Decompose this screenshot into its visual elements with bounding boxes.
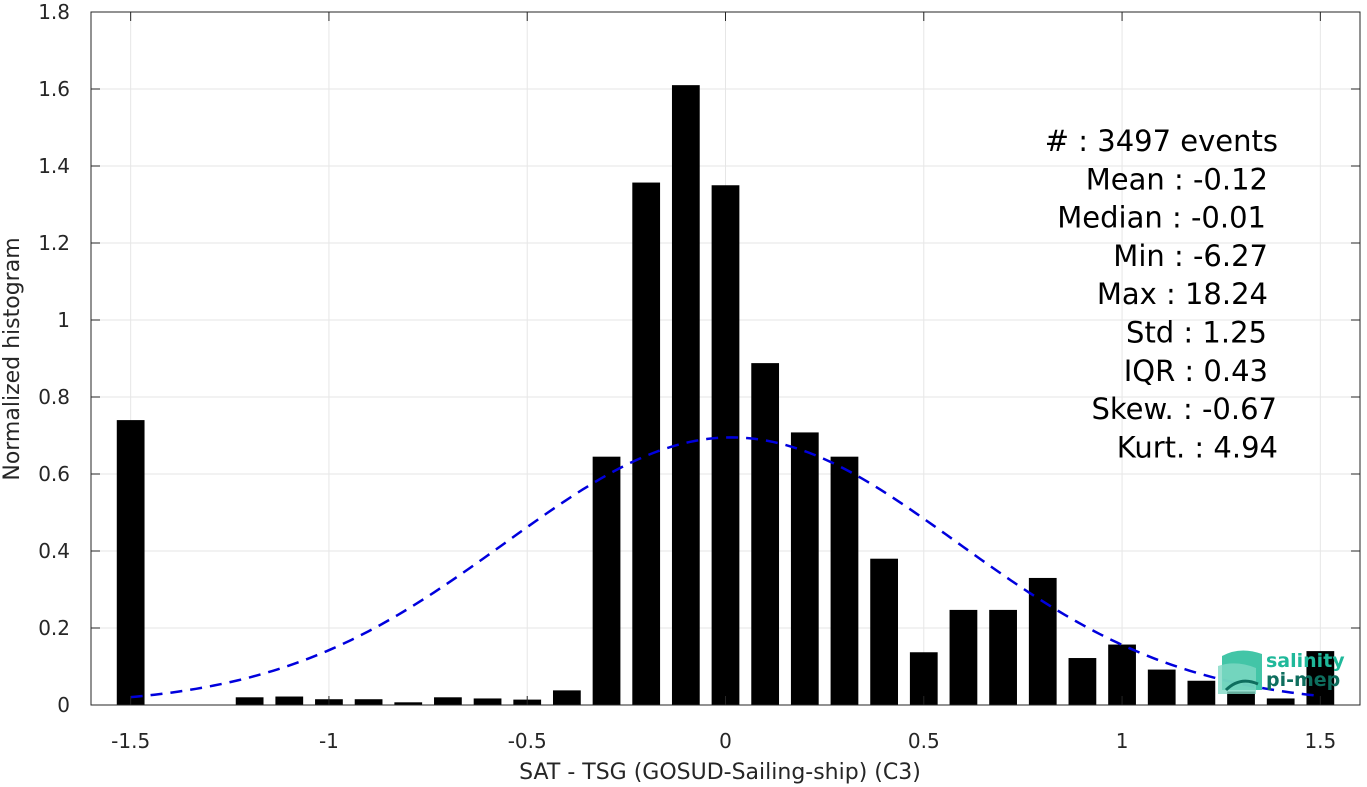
x-tick-label: -1.5 xyxy=(111,729,150,753)
y-tick-label: 0.8 xyxy=(38,385,70,409)
histogram-bar xyxy=(949,609,978,705)
x-tick-label: -0.5 xyxy=(508,729,547,753)
logo-text-salinity: salinity xyxy=(1266,650,1345,672)
histogram-bar xyxy=(711,185,740,705)
stat-line: Skew. : -0.67 xyxy=(1091,392,1277,426)
histogram-bar xyxy=(275,696,304,705)
histogram-bar xyxy=(473,698,502,705)
gaussian-fit xyxy=(130,436,1321,699)
logo-text-pimep: pi-mep xyxy=(1266,669,1340,691)
stat-line: Kurt. : 4.94 xyxy=(1117,430,1278,464)
y-tick-label: 0 xyxy=(57,693,70,717)
x-tick-label: 1 xyxy=(1116,729,1129,753)
logo-waves-icon xyxy=(1218,650,1262,694)
histogram-bar xyxy=(1227,691,1255,705)
histogram-bar xyxy=(989,609,1017,705)
y-tick-label: 0.4 xyxy=(38,539,70,563)
stat-line: # : 3497 events xyxy=(1045,124,1278,158)
histogram-bar xyxy=(870,558,899,705)
histogram-bar xyxy=(354,699,383,705)
histogram-bars xyxy=(116,85,1335,705)
histogram-bar xyxy=(1068,658,1097,705)
y-axis-label: Normalized histogram xyxy=(0,237,25,480)
histogram-bar xyxy=(830,456,859,705)
histogram-bar xyxy=(632,182,661,705)
histogram-bar xyxy=(116,420,145,705)
y-tick-label: 1 xyxy=(57,308,70,332)
axes xyxy=(90,11,1361,706)
stat-line: Median : -0.01 xyxy=(1057,201,1266,235)
histogram-bar xyxy=(235,697,264,705)
salinity-pi-mep-logo: salinity pi-mep xyxy=(1218,650,1345,694)
histogram-bar xyxy=(1266,698,1295,705)
stat-line: Std : 1.25 xyxy=(1126,316,1267,350)
histogram-bar xyxy=(790,432,819,705)
stat-line: Max : 18.24 xyxy=(1097,277,1268,311)
y-tick-label: 1.2 xyxy=(38,231,70,255)
histogram-bar xyxy=(1187,680,1216,705)
x-tick-label: 1.5 xyxy=(1304,729,1336,753)
tick-labels: -1.5 -1 -0.5 0 0.5 1 1.5 0 0.2 0.4 0.6 0.8 1 1.2 1.4 1.… xyxy=(38,0,1336,753)
histogram-bar xyxy=(394,702,423,705)
histogram-bar xyxy=(671,85,700,705)
histogram-bar xyxy=(592,456,621,705)
stat-line: IQR : 0.43 xyxy=(1124,354,1268,388)
y-tick-label: 1.8 xyxy=(38,0,70,24)
histogram-bar xyxy=(751,363,780,705)
x-axis-label: SAT - TSG (GOSUD-Sailing-ship) (C3) xyxy=(519,760,921,785)
stat-line: Min : -6.27 xyxy=(1113,239,1268,273)
stat-line: Mean : -0.12 xyxy=(1086,162,1268,196)
x-tick-label: 0 xyxy=(719,729,732,753)
x-tick-label: -1 xyxy=(319,729,339,753)
histogram-bar xyxy=(1147,669,1176,705)
histogram-bar xyxy=(1108,644,1136,705)
histogram-bar xyxy=(552,690,581,705)
y-tick-label: 0.6 xyxy=(38,462,70,486)
y-tick-label: 1.6 xyxy=(38,77,70,101)
histogram-bar xyxy=(1028,577,1057,705)
y-tick-label: 0.2 xyxy=(38,616,70,640)
x-tick-label: 0.5 xyxy=(908,729,940,753)
histogram-bar xyxy=(434,697,462,705)
y-tick-label: 1.4 xyxy=(38,154,70,178)
statistics-box: # : 3497 events Mean : -0.12 Median : -0.0… xyxy=(1045,124,1278,464)
gaussian-fit-line xyxy=(130,436,1321,699)
